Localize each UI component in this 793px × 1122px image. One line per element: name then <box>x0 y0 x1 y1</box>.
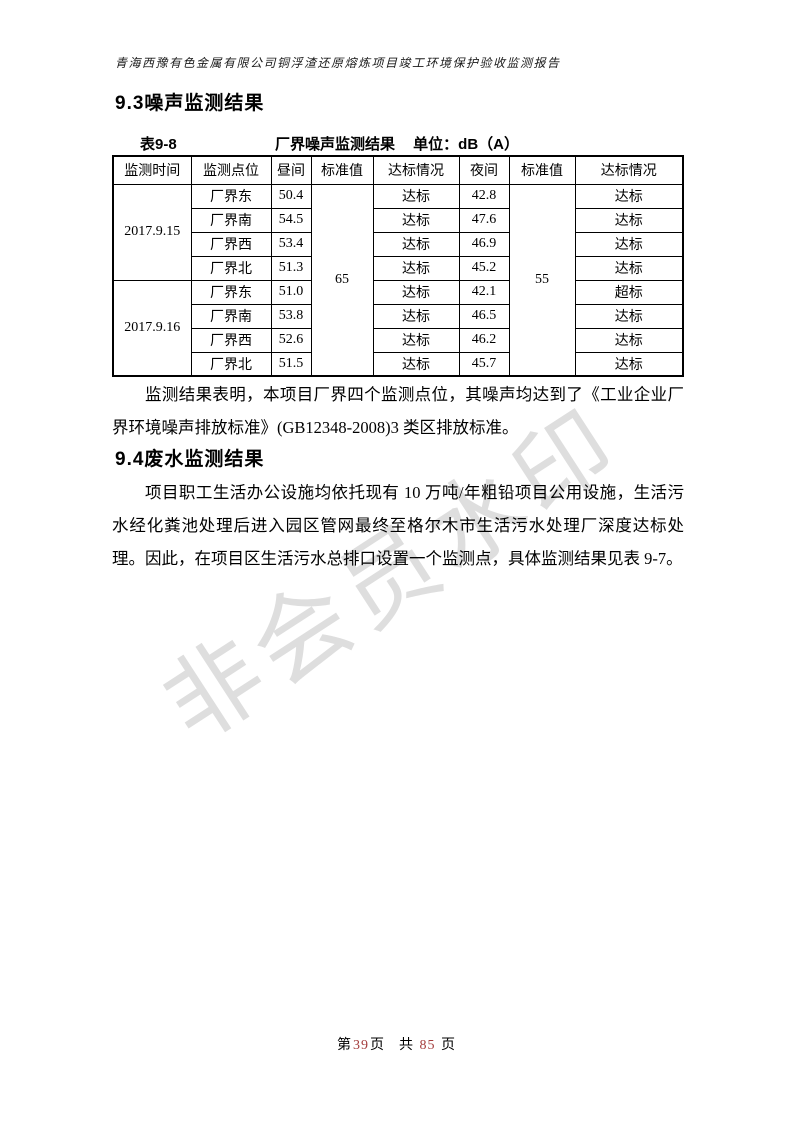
cell-day-status: 达标 <box>372 255 460 281</box>
col-header-time: 监测时间 <box>112 155 192 185</box>
table-row: 厂界北 51.3 达标 45.2 达标 <box>113 255 684 281</box>
col-header-day: 昼间 <box>270 155 312 185</box>
table-header-row: 监测时间 监测点位 昼间 标准值 达标情况 夜间 标准值 达标情况 <box>112 155 684 185</box>
cell-night-status: 达标 <box>574 327 684 353</box>
table-caption: 表9-8 厂界噪声监测结果 单位：dB（A） <box>112 133 682 153</box>
col-header-day-status: 达标情况 <box>372 155 460 185</box>
cell-night-status: 达标 <box>574 207 684 233</box>
table-row: 厂界南 53.8 达标 46.5 达标 <box>113 303 684 329</box>
cell-monitor-point: 厂界西 <box>190 231 272 257</box>
col-header-night-status: 达标情况 <box>574 155 684 185</box>
section-heading-93: 9.3噪声监测结果 <box>115 93 265 114</box>
cell-night-value: 42.8 <box>458 183 510 209</box>
cell-monitor-date: 2017.9.15 <box>112 183 192 281</box>
paragraph-wastewater: 项目职工生活办公设施均依托现有 10 万吨/年粗铅项目公用设施，生活污水经化粪池… <box>112 483 684 568</box>
cell-day-value: 51.3 <box>270 255 312 281</box>
cell-night-status: 达标 <box>574 351 684 377</box>
cell-day-status: 达标 <box>372 351 460 377</box>
cell-night-standard: 55 <box>508 183 576 377</box>
noise-table-body: 2017.9.15 厂界东 50.4 65 达标 42.8 55 达标 厂界南 54.5 达标 47.… <box>112 183 684 377</box>
page-header-line: 青海西豫有色金属有限公司铜浮渣还原熔炼项目竣工环境保护验收监测报告 <box>115 56 561 70</box>
cell-monitor-point: 厂界南 <box>190 303 272 329</box>
cell-night-value: 42.1 <box>458 279 510 305</box>
col-header-night: 夜间 <box>458 155 510 185</box>
cell-monitor-point: 厂界西 <box>190 327 272 353</box>
footer-seg3: 共 <box>399 1038 414 1053</box>
section-heading-94: 9.4废水监测结果 <box>115 449 265 470</box>
table-row: 2017.9.16 厂界东 51.0 达标 42.1 超标 <box>112 279 684 377</box>
cell-night-value: 47.6 <box>458 207 510 233</box>
footer-seg1: 第 <box>337 1038 352 1053</box>
footer-seg2: 页 <box>370 1038 385 1053</box>
cell-monitor-point: 厂界南 <box>190 207 272 233</box>
cell-night-status: 超标 <box>574 279 684 305</box>
table-row: 厂界西 52.6 达标 46.2 达标 <box>113 327 684 353</box>
cell-day-value: 53.4 <box>270 231 312 257</box>
cell-day-value: 54.5 <box>270 207 312 233</box>
cell-night-status: 达标 <box>574 183 684 209</box>
cell-day-status: 达标 <box>372 231 460 257</box>
cell-night-value: 45.2 <box>458 255 510 281</box>
cell-day-value: 50.4 <box>270 183 312 209</box>
table-unit: 单位：dB（A） <box>413 136 520 153</box>
cell-day-standard: 65 <box>310 183 374 377</box>
table-label: 表9-8 <box>140 136 177 153</box>
footer-total-pages: 85 <box>419 1038 436 1053</box>
table-title-wrap: 厂界噪声监测结果 单位：dB（A） <box>112 133 682 154</box>
cell-day-status: 达标 <box>372 303 460 329</box>
table-row: 2017.9.15 厂界东 50.4 65 达标 42.8 55 达标 <box>112 183 684 377</box>
table-row: 厂界南 54.5 达标 47.6 达标 <box>113 207 684 233</box>
footer-page-number: 39 <box>353 1038 369 1053</box>
table-title: 厂界噪声监测结果 <box>274 136 395 153</box>
cell-night-status: 达标 <box>574 255 684 281</box>
cell-night-status: 达标 <box>574 231 684 257</box>
col-header-night-standard: 标准值 <box>508 155 576 185</box>
cell-day-status: 达标 <box>372 327 460 353</box>
table-row: 厂界北 51.5 达标 45.7 达标 <box>113 351 684 377</box>
cell-monitor-point: 厂界东 <box>190 183 272 209</box>
cell-day-value: 51.5 <box>270 351 312 377</box>
cell-day-status: 达标 <box>372 279 460 305</box>
paragraph-noise-conclusion: 监测结果表明，本项目厂界四个监测点位，其噪声均达到了《工业企业厂界环境噪声排放标… <box>112 385 684 437</box>
cell-night-status: 达标 <box>574 303 684 329</box>
cell-day-status: 达标 <box>372 207 460 233</box>
cell-monitor-point: 厂界北 <box>190 255 272 281</box>
table-row: 厂界西 53.4 达标 46.9 达标 <box>113 231 684 257</box>
footer-seg4: 页 <box>441 1038 456 1053</box>
cell-night-value: 46.5 <box>458 303 510 329</box>
cell-day-value: 51.0 <box>270 279 312 305</box>
cell-night-value: 45.7 <box>458 351 510 377</box>
cell-day-value: 53.8 <box>270 303 312 329</box>
cell-monitor-point: 厂界北 <box>190 351 272 377</box>
page-footer: 第39页共 85 页 <box>0 1034 793 1054</box>
noise-monitoring-table: 监测时间 监测点位 昼间 标准值 达标情况 夜间 标准值 达标情况 2017.9… <box>112 155 684 377</box>
cell-day-status: 达标 <box>372 183 460 209</box>
col-header-point: 监测点位 <box>190 155 272 185</box>
cell-monitor-point: 厂界东 <box>190 279 272 305</box>
col-header-day-standard: 标准值 <box>310 155 374 185</box>
cell-night-value: 46.9 <box>458 231 510 257</box>
cell-day-value: 52.6 <box>270 327 312 353</box>
cell-monitor-date: 2017.9.16 <box>112 279 192 377</box>
cell-night-value: 46.2 <box>458 327 510 353</box>
